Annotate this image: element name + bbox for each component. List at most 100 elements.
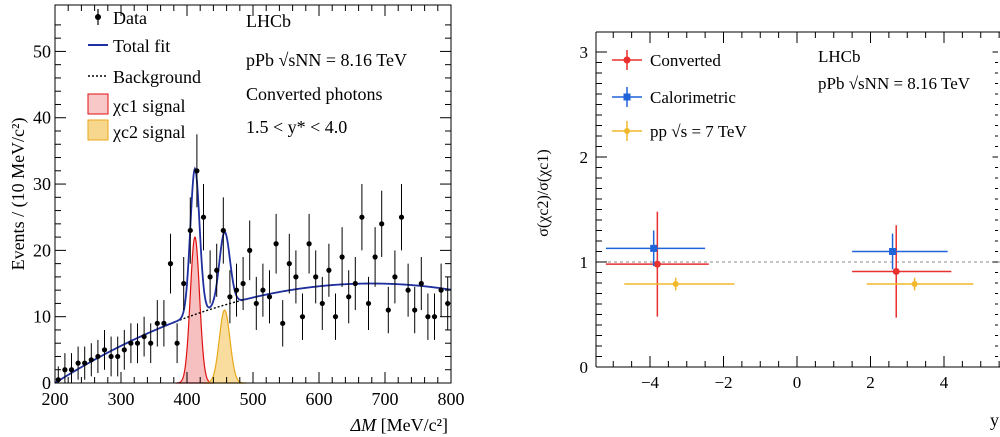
legend-total: Total fit	[113, 36, 170, 56]
marker	[273, 241, 279, 247]
data-point	[326, 243, 332, 297]
annotation-block: LHCb pPb √sNN = 8.16 TeV Converted photo…	[246, 11, 407, 137]
data-point	[405, 263, 411, 317]
marker	[326, 267, 332, 273]
ratio-point-converted	[605, 211, 709, 317]
marker	[280, 320, 286, 326]
data-point	[438, 263, 444, 317]
data-point	[227, 270, 233, 324]
data-point	[398, 184, 405, 251]
marker	[134, 340, 141, 346]
data-point	[154, 300, 160, 347]
marker	[141, 333, 147, 340]
marker	[55, 377, 61, 383]
y-tick-label: 20	[33, 240, 51, 260]
annotation-selection: Converted photons	[246, 84, 383, 104]
marker	[207, 274, 213, 280]
marker	[187, 227, 193, 234]
marker	[889, 248, 897, 255]
marker	[398, 214, 405, 220]
x-tick-label: 800	[438, 389, 465, 409]
legend-background: Background	[113, 67, 201, 87]
data-point	[220, 197, 226, 264]
y-tick-label: 10	[33, 307, 51, 327]
marker	[75, 360, 81, 366]
marker	[260, 287, 266, 293]
data-point	[115, 336, 121, 377]
marker	[431, 314, 438, 320]
data-point	[418, 257, 424, 311]
marker	[101, 347, 108, 353]
marker	[220, 227, 226, 234]
data-point	[286, 233, 292, 294]
mass-fit-plot: 200 300 400 500 600 700 800 0 10 20 30 40 50 Events …	[8, 4, 465, 435]
data-point	[253, 276, 259, 330]
marker	[154, 320, 160, 326]
data-point	[280, 300, 286, 347]
ratio-point-calorimetric	[605, 230, 706, 267]
data-point	[339, 227, 345, 287]
marker	[418, 280, 424, 287]
data-point	[187, 197, 193, 264]
data-point	[207, 250, 213, 304]
marker	[385, 307, 391, 313]
data-point	[108, 336, 114, 377]
data-point	[346, 270, 352, 324]
marker	[200, 214, 207, 220]
data-point	[233, 263, 240, 317]
ratio-y-tick-label: 3	[580, 43, 589, 62]
marker	[319, 300, 325, 307]
legend-calorimetric-marker	[623, 93, 631, 101]
data-point	[134, 323, 141, 364]
ratio-x-tick-label: −2	[714, 373, 732, 392]
x-tick-label: 400	[174, 389, 201, 409]
marker	[653, 260, 661, 268]
ratio-point-pp	[624, 277, 735, 291]
marker	[892, 267, 900, 275]
marker	[379, 221, 385, 227]
data-point	[260, 263, 266, 317]
legend-chi-c2-swatch	[87, 119, 109, 141]
ratio-x-axis-label: y	[990, 410, 999, 430]
ratio-x-tick-label: −4	[641, 373, 660, 392]
marker	[412, 307, 418, 313]
marker	[148, 340, 154, 346]
ratio-x-tick-label: 2	[866, 373, 875, 392]
marker	[108, 353, 114, 360]
marker	[247, 247, 253, 253]
marker	[286, 261, 292, 267]
data-point	[75, 346, 81, 380]
data-point	[359, 184, 365, 251]
marker	[68, 367, 75, 373]
data-point	[200, 184, 207, 251]
marker	[174, 340, 180, 346]
signal-chi-c2	[202, 309, 247, 384]
data-point	[319, 276, 325, 330]
ratio-annotation: LHCb pPb √sNN = 8.16 TeV	[818, 47, 971, 93]
marker	[266, 294, 273, 300]
marker	[82, 360, 88, 366]
ratio-legend: Converted Calorimetric pp √s = 7 TeV	[612, 50, 747, 141]
data-point	[82, 346, 88, 380]
marker	[359, 214, 365, 220]
data-point	[293, 250, 299, 304]
ratio-x-tick-label: 0	[793, 373, 802, 392]
y-axis-label: Events / (10 MeV/c²)	[8, 118, 29, 271]
marker	[62, 367, 68, 373]
legend-converted-marker	[623, 56, 631, 64]
marker	[392, 274, 398, 280]
legend-chi-c1: χc1 signal	[112, 96, 185, 116]
data-point	[174, 323, 180, 364]
total-fit-curve	[54, 166, 452, 384]
data-point	[352, 257, 358, 311]
x-tick-label: 300	[108, 389, 135, 409]
data-point	[240, 257, 246, 311]
marker	[332, 314, 339, 320]
data-point	[266, 270, 273, 324]
marker	[181, 280, 187, 287]
ratio-point-converted	[852, 225, 952, 318]
ratio-x-tick-label: 4	[940, 373, 949, 392]
data-point	[148, 323, 154, 364]
legend-calorimetric: Calorimetric	[650, 88, 736, 107]
ratio-y-tick-label: 2	[580, 148, 589, 167]
